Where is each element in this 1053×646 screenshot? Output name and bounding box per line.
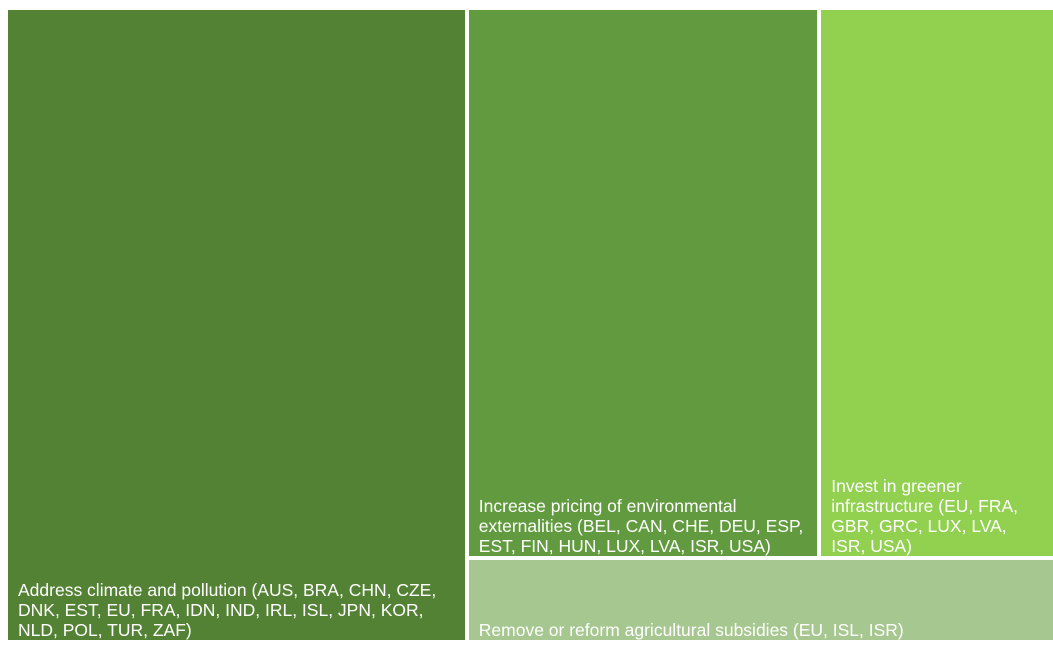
tile-label: Address climate and pollution (AUS, BRA,… [18,580,437,640]
tile: Address climate and pollution (AUS, BRA,… [8,10,465,640]
tile: Invest in greener infrastructure (EU, FR… [821,10,1053,556]
tile-label: Increase pricing of environmental extern… [478,495,804,556]
tile-label: Remove or reform agricultural subsidies … [478,619,904,640]
treemap: Address climate and pollution (AUS, BRA,… [8,10,1053,640]
tile: Remove or reform agricultural subsidies … [468,559,1053,640]
tile-label: Invest in greener infrastructure (EU, FR… [831,475,1019,556]
tile: Increase pricing of environmental extern… [468,10,818,556]
